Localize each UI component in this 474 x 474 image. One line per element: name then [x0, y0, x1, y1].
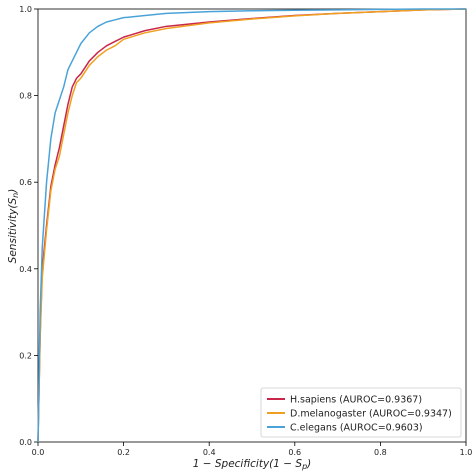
legend-label: C.elegans (AUROC=0.9603): [290, 423, 423, 434]
x-tick-label: 0.0: [32, 448, 45, 457]
plot-area: [37, 8, 467, 443]
x-tick-label: 0.8: [374, 448, 387, 457]
x-tick-label: 0.2: [117, 448, 130, 457]
legend-label: H.sapiens (AUROC=0.9367): [290, 395, 422, 406]
x-tick-label: 0.6: [288, 448, 301, 457]
y-axis-label: Sensitivity(Sn): [7, 189, 20, 264]
legend: H.sapiens (AUROC=0.9367) D.melanogaster (…: [260, 387, 462, 438]
y-tick-label: 1.0: [19, 5, 32, 14]
y-tick-label: 0.8: [19, 92, 32, 101]
series-line: [37, 8, 466, 443]
x-tick-label: 0.4: [203, 448, 216, 457]
series-line: [37, 8, 467, 443]
legend-box: [260, 387, 462, 438]
legend-label: D.melanogaster (AUROC=0.9347): [290, 409, 452, 420]
x-axis-label: 1 − Specificity(1 − Sp): [193, 458, 312, 471]
y-tick-label: 0.2: [19, 351, 32, 360]
series-lines: [37, 8, 467, 443]
x-tick-label: 1.0: [460, 448, 473, 457]
y-tick-label: 0.6: [19, 178, 32, 187]
axis-ticks: 0.0 0.2 0.4 0.6 0.8 1.0 0.0 0.2 0.4 0.6 0.8 1.0: [19, 5, 472, 457]
y-tick-label: 0.0: [19, 438, 32, 447]
y-tick-label: 0.4: [19, 265, 32, 274]
